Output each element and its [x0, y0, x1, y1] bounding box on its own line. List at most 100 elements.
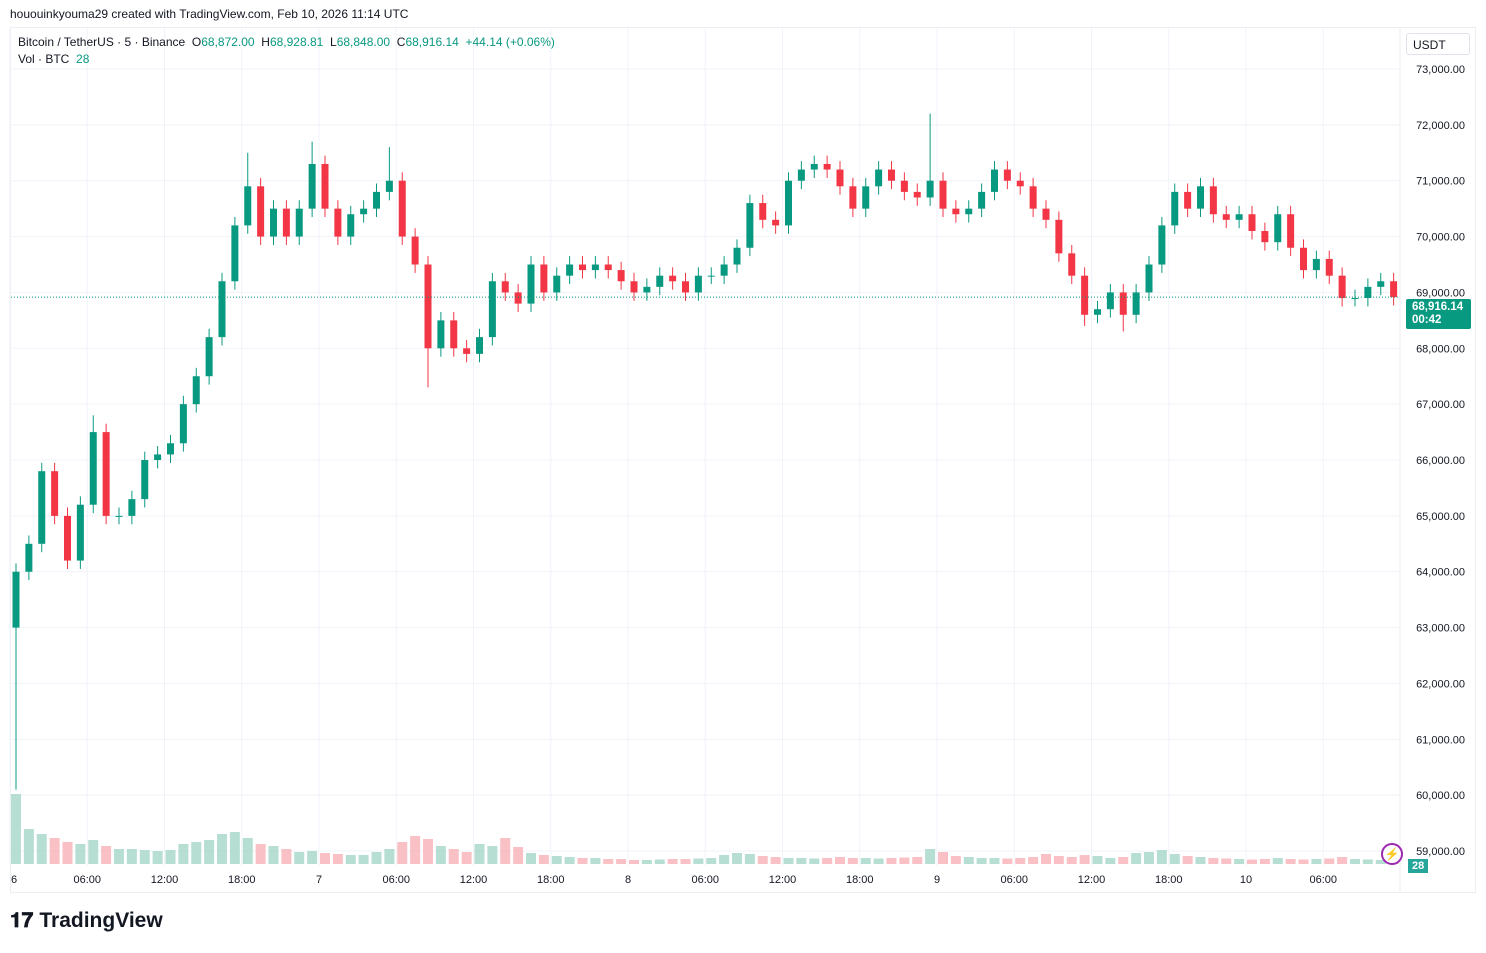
candle-body [591, 264, 599, 271]
volume-bar [36, 834, 47, 864]
volume-bar [796, 858, 807, 864]
candle-body [707, 275, 715, 277]
low-label: L [330, 35, 337, 49]
volume-bar [423, 839, 433, 864]
y-tick-label: 67,000.00 [1416, 399, 1465, 411]
x-tick-label: 18:00 [1155, 874, 1183, 886]
candle-body [527, 264, 535, 304]
candle-body [51, 471, 59, 516]
volume-bar [1053, 856, 1064, 864]
volume-bar [410, 836, 421, 864]
candle-body [257, 186, 265, 237]
candle-body [476, 337, 483, 354]
volume-bar [1247, 859, 1257, 864]
volume-bar [963, 857, 974, 864]
candle-body [1055, 219, 1063, 254]
volume-bar [294, 852, 305, 864]
volume-bar [1285, 859, 1296, 864]
candle-body [772, 219, 780, 226]
volume-bar [1144, 852, 1154, 864]
candle-body [1081, 275, 1089, 315]
candle-body [1338, 275, 1346, 299]
volume-bar [126, 849, 137, 864]
currency-selector[interactable]: USDT [1406, 33, 1470, 55]
candle-body [398, 180, 406, 237]
volume-bar [11, 794, 21, 864]
volume-bar [448, 849, 459, 864]
last-volume-tag: 28 [1408, 859, 1429, 873]
candle-body [836, 169, 844, 187]
close-value: 68,916.14 [405, 35, 459, 49]
candle-body [1390, 281, 1398, 298]
candle-body [1222, 214, 1230, 220]
y-tick-label: 72,000.00 [1416, 120, 1465, 132]
candle-body [1197, 186, 1204, 209]
candle-body [900, 180, 908, 192]
candle-body [965, 208, 973, 215]
candle-body [669, 275, 677, 282]
volume-bar [526, 853, 536, 864]
low-value: 68,848.00 [336, 35, 391, 49]
volume-label[interactable]: Vol · BTC [18, 52, 70, 66]
candle-body [373, 191, 380, 209]
y-tick-label: 73,000.00 [1416, 64, 1465, 76]
volume-bar [500, 838, 511, 864]
volume-bar [603, 859, 614, 864]
candle-body [862, 186, 870, 209]
candle-body [1029, 186, 1037, 209]
symbol-title[interactable]: Bitcoin / TetherUS · 5 · Binance [18, 35, 186, 49]
volume-bar [49, 838, 60, 864]
tradingview-logo[interactable]: 𝟏𝟕 TradingView [10, 909, 163, 933]
volume-bar [474, 844, 485, 864]
volume-bar [719, 855, 730, 864]
volume-bar [165, 850, 176, 864]
candle-body [308, 163, 316, 209]
volume-bar [822, 858, 833, 864]
volume-bar [75, 844, 86, 864]
volume-bar [616, 859, 627, 864]
volume-bar [345, 855, 356, 864]
candle-body [630, 281, 638, 293]
candle-body [179, 404, 187, 444]
volume-bar [706, 858, 717, 864]
volume-bar [783, 858, 794, 864]
candle-body [1235, 214, 1243, 220]
y-tick-label: 65,000.00 [1416, 511, 1465, 523]
y-tick-label: 70,000.00 [1416, 232, 1465, 244]
volume-bar [255, 844, 266, 864]
candle-body [604, 264, 612, 271]
lightning-icon[interactable]: ⚡ [1381, 843, 1403, 865]
x-tick-label: 18:00 [537, 874, 565, 886]
x-tick-label: 06:00 [73, 874, 101, 886]
volume-bar [873, 858, 884, 864]
candle-body [1094, 309, 1101, 315]
candle-body [12, 571, 20, 628]
volume-bar [667, 859, 678, 864]
volume-bar [744, 854, 755, 864]
candle-body [939, 180, 947, 209]
candle-body [1106, 292, 1114, 310]
chart-caption: hououinkyouma29 created with TradingView… [10, 7, 409, 21]
candle-body [656, 275, 664, 287]
candle-body [1158, 225, 1166, 265]
candle-body [385, 180, 393, 192]
candle-body [295, 208, 303, 237]
x-tick-label: 06:00 [382, 874, 410, 886]
x-tick-label: 06:00 [1309, 874, 1337, 886]
volume-bar [242, 838, 253, 864]
candle-body [1184, 191, 1192, 209]
ohlc-row: Bitcoin / TetherUS · 5 · Binance O68,872… [18, 34, 555, 51]
candle-body [1377, 281, 1385, 287]
volume-bar [641, 860, 652, 864]
candle-body [1351, 298, 1359, 300]
candle-body [720, 264, 728, 276]
volume-bar [371, 852, 382, 864]
candle-body [424, 264, 432, 349]
volume-bar [1041, 854, 1051, 864]
volume-bar [989, 858, 1000, 864]
volume-bar [191, 842, 202, 864]
x-tick-label: 06:00 [691, 874, 719, 886]
candle-body [205, 337, 213, 377]
volume-bar [1337, 857, 1348, 864]
